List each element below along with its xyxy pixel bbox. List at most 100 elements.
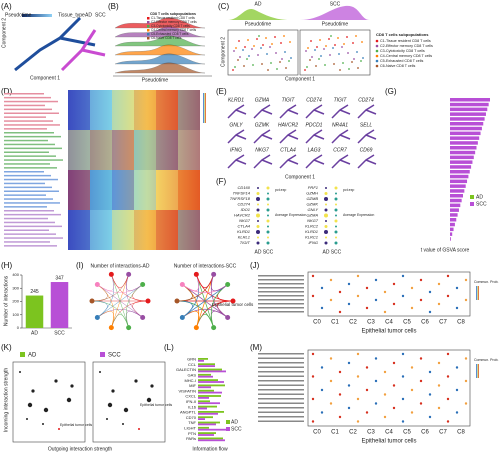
term-label <box>4 241 50 243</box>
bubble <box>347 406 351 410</box>
cell <box>305 50 307 52</box>
trajectory <box>305 154 325 169</box>
cell <box>284 51 286 53</box>
x-tick-label: C4 <box>385 430 393 436</box>
cell <box>337 37 339 39</box>
flow-bar <box>198 412 218 415</box>
node <box>108 325 114 331</box>
cell <box>341 46 343 48</box>
cell <box>261 63 263 65</box>
cell <box>256 38 258 40</box>
dot <box>334 208 338 212</box>
density <box>300 5 370 20</box>
gsva-bar <box>450 203 461 208</box>
trajectory <box>227 104 247 119</box>
edge <box>132 300 149 318</box>
gsva-bar <box>450 117 485 121</box>
legend-swatch <box>147 29 150 32</box>
bubble <box>464 402 468 405</box>
dot <box>266 186 270 190</box>
gsva-bar <box>450 165 472 169</box>
bubble <box>410 306 414 310</box>
edge <box>97 284 114 328</box>
bubble <box>392 384 396 387</box>
cell <box>285 67 287 69</box>
pair-label <box>258 295 304 297</box>
pathway-label: LIGHT <box>184 425 196 430</box>
flow-bar <box>198 405 217 408</box>
dot <box>256 213 260 218</box>
cell <box>238 40 240 42</box>
bubble <box>464 379 468 383</box>
legend-entry: C3-Cytotoxicity CD8 T cells <box>151 24 190 28</box>
x-tick-label: C5 <box>403 320 411 326</box>
flow-bar <box>198 421 220 424</box>
bubble <box>383 370 387 374</box>
dot <box>256 230 260 234</box>
legend-entry: C6-Naive CD8 T cells <box>151 36 182 40</box>
term-label <box>4 182 45 185</box>
flow-bar <box>198 391 222 394</box>
legend-entry: C3-Cytotoxicity CD8 T cells <box>380 49 425 53</box>
dot <box>335 203 337 206</box>
trajectory <box>279 129 299 144</box>
gene-label: NKG7 <box>239 218 251 223</box>
legend-entry: C5-Exhausted CD8 T cells <box>380 59 423 63</box>
node <box>94 314 100 320</box>
pair-label <box>258 375 304 377</box>
legend-entry: C2-Effector memory CD8 T cells <box>151 20 197 24</box>
dot <box>267 225 269 228</box>
bubble <box>428 310 432 314</box>
flow-bar <box>198 365 215 367</box>
pair-label <box>258 362 304 364</box>
node <box>126 325 132 331</box>
dot <box>256 208 260 212</box>
ridge <box>114 17 206 29</box>
gene-label: IDO1 <box>241 207 250 212</box>
term-label <box>4 143 55 146</box>
cell <box>352 42 354 44</box>
gsva-bar <box>450 194 463 198</box>
gsva-bar <box>450 150 476 155</box>
bubble <box>455 388 459 392</box>
gsva-bar <box>450 131 481 136</box>
pathway-label: TNF <box>188 420 196 425</box>
pathway-label: CD70 <box>186 415 197 420</box>
bubble <box>311 397 315 401</box>
point <box>66 397 72 403</box>
flow-bar <box>198 389 214 392</box>
cell <box>257 54 259 56</box>
x-tick-label: C6 <box>421 320 429 326</box>
trajectory <box>227 154 247 169</box>
bubble <box>347 282 351 286</box>
label: AD <box>255 1 262 7</box>
gene-label: PDCD1 <box>306 122 323 128</box>
bubble <box>338 290 342 294</box>
gene-label: GZMA <box>255 97 270 103</box>
gene-label: NKG7 <box>307 218 319 223</box>
legend-entry: SCC <box>231 426 242 432</box>
x-tick-label: C7 <box>439 320 447 326</box>
gene-label: PRF1 <box>308 185 318 190</box>
gene-label: CTLA4 <box>280 147 296 153</box>
bubble <box>329 379 333 383</box>
dot <box>334 197 338 201</box>
trajectory <box>305 129 325 144</box>
pair-label <box>258 287 304 289</box>
bubble <box>392 282 396 286</box>
legend-swatch <box>147 37 150 40</box>
gsva-bar <box>450 112 486 116</box>
panel-label: (C) <box>218 2 229 11</box>
legend-title: CD8 T cells subpopulations <box>376 32 429 37</box>
pair-label <box>258 291 304 293</box>
edge <box>97 309 143 318</box>
ridge <box>114 53 206 65</box>
bubble <box>446 352 450 356</box>
bubble <box>455 286 459 290</box>
bubble <box>329 357 333 360</box>
pathway-label: CXCL <box>185 394 196 399</box>
cell <box>343 43 345 45</box>
x-tick-label: C5 <box>403 430 411 436</box>
ridge <box>114 62 206 74</box>
edge <box>91 284 108 302</box>
